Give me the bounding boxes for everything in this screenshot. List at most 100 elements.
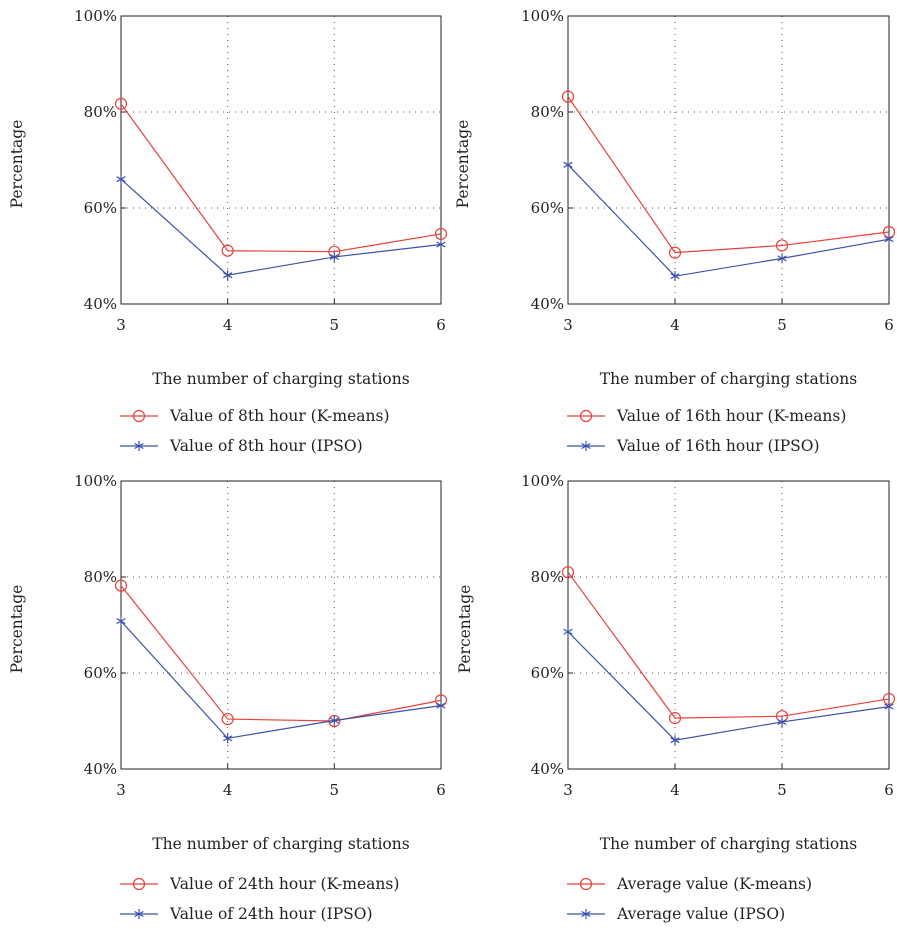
- series-line: [567, 571, 890, 719]
- legend-marker: [134, 441, 144, 451]
- data-point: [329, 251, 339, 262]
- x-tick-label: 4: [670, 316, 680, 334]
- plot-frame: [567, 480, 890, 770]
- legend-label: Value of 24th hour (IPSO): [169, 905, 373, 923]
- plot-frame: [120, 480, 442, 770]
- x-tick-label: 6: [436, 781, 446, 799]
- legend-item: Value of 16th hour (K-means): [567, 407, 846, 425]
- y-axis-label: Percentage: [8, 585, 26, 674]
- data-point: [561, 90, 575, 103]
- data-point: [563, 626, 573, 637]
- asterisk-stroke: [884, 236, 894, 243]
- plot-frame: [120, 15, 442, 305]
- legend-item: Value of 8th hour (K-means): [120, 407, 390, 425]
- y-tick-label: 100%: [74, 472, 117, 490]
- data-point: [223, 270, 233, 281]
- x-tick-label: 6: [884, 781, 894, 799]
- legend-item: Value of 24th hour (IPSO): [120, 905, 373, 923]
- data-point: [436, 700, 446, 711]
- asterisk-stroke: [563, 161, 573, 168]
- data-point: [884, 701, 894, 712]
- series-line: [120, 620, 442, 739]
- x-tick-label: 3: [563, 781, 573, 799]
- series-line: [567, 96, 890, 254]
- data-point: [668, 712, 682, 725]
- series-ipso: [563, 626, 894, 746]
- legend: Value of 8th hour (K-means) Value of 8th …: [120, 407, 390, 455]
- y-tick-label: 40%: [84, 760, 117, 778]
- series-kmeans: [114, 97, 448, 258]
- data-point: [884, 234, 894, 245]
- series-line: [567, 164, 890, 277]
- y-tick-label: 60%: [84, 664, 117, 682]
- legend-item: Average value (K-means): [567, 875, 812, 893]
- asterisk-stroke: [777, 255, 787, 262]
- legend-label: Value of 16th hour (IPSO): [616, 437, 820, 455]
- data-point: [777, 253, 787, 264]
- x-tick-label: 6: [884, 316, 894, 334]
- legend: Average value (K-means) Average value (IP…: [567, 875, 812, 923]
- legend-marker: [579, 877, 593, 891]
- legend: Value of 24th hour (K-means) Value of 24t…: [120, 875, 399, 923]
- legend-label: Value of 8th hour (K-means): [169, 407, 390, 425]
- data-point: [223, 733, 233, 744]
- legend: Value of 16th hour (K-means) Value of 16t…: [567, 407, 846, 455]
- asterisk-stroke: [563, 628, 573, 635]
- grid: [121, 481, 441, 769]
- y-tick-label: 80%: [84, 568, 117, 586]
- chart-panel-1: 3 4 5 6 40% 60% 80% 100% The number of charging …: [8, 7, 448, 455]
- legend-item: Value of 24th hour (K-means): [120, 875, 399, 893]
- asterisk-stroke: [223, 735, 233, 742]
- plot-frame: [567, 15, 890, 305]
- legend-label: Value of 24th hour (K-means): [169, 875, 399, 893]
- series-line: [120, 178, 442, 276]
- grid: [568, 16, 889, 304]
- asterisk-stroke: [134, 442, 144, 450]
- series-kmeans: [561, 566, 896, 725]
- y-tick-label: 80%: [84, 103, 117, 121]
- legend-item: Average value (IPSO): [567, 905, 785, 923]
- y-axis-label: Percentage: [454, 120, 472, 209]
- legend-marker: [581, 909, 591, 919]
- x-tick-label: 5: [777, 316, 787, 334]
- legend-marker: [581, 441, 591, 451]
- asterisk-stroke: [329, 253, 339, 260]
- asterisk-stroke: [329, 717, 339, 724]
- chart-panel-4: 3 4 5 6 40% 60% 80% 100% The number of charging …: [456, 472, 896, 923]
- y-tick-label: 40%: [531, 295, 564, 313]
- data-point: [563, 159, 573, 170]
- data-point: [116, 174, 126, 185]
- x-tick-label: 3: [116, 781, 126, 799]
- grid: [121, 16, 441, 304]
- series-line: [120, 585, 442, 722]
- asterisk-stroke: [581, 910, 591, 918]
- x-axis-label: The number of charging stations: [600, 835, 857, 853]
- x-tick-label: 5: [330, 781, 340, 799]
- x-tick-label: 5: [330, 316, 340, 334]
- chart-panel-3: 3 4 5 6 40% 60% 80% 100% The number of charging …: [8, 472, 448, 923]
- legend-label: Value of 8th hour (IPSO): [169, 437, 363, 455]
- y-axis-label: Percentage: [456, 585, 474, 674]
- data-point: [670, 271, 680, 282]
- legend-item: Value of 16th hour (IPSO): [567, 437, 820, 455]
- asterisk-stroke: [777, 718, 787, 725]
- data-point: [777, 716, 787, 727]
- asterisk-stroke: [223, 272, 233, 279]
- x-tick-label: 3: [563, 316, 573, 334]
- series-ipso: [116, 616, 446, 744]
- x-axis-label: The number of charging stations: [152, 835, 409, 853]
- legend-item: Value of 8th hour (IPSO): [120, 437, 363, 455]
- series-line: [567, 631, 890, 741]
- data-point: [670, 735, 680, 746]
- x-axis-label: The number of charging stations: [152, 370, 409, 388]
- x-tick-label: 4: [223, 316, 233, 334]
- y-tick-label: 40%: [531, 760, 564, 778]
- legend-marker: [579, 409, 593, 423]
- x-axis-label: The number of charging stations: [600, 370, 857, 388]
- x-tick-label: 3: [116, 316, 126, 334]
- y-tick-label: 60%: [531, 199, 564, 217]
- asterisk-stroke: [670, 273, 680, 280]
- y-tick-label: 40%: [84, 295, 117, 313]
- data-point: [221, 712, 234, 726]
- legend-label: Average value (IPSO): [616, 905, 785, 923]
